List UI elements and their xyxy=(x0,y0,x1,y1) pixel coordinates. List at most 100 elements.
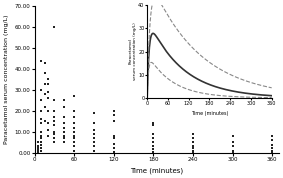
Point xyxy=(72,126,76,129)
Point xyxy=(52,99,57,102)
Point xyxy=(92,137,96,139)
Point xyxy=(92,111,96,114)
Point xyxy=(39,149,44,152)
Point xyxy=(39,59,44,62)
Point xyxy=(270,149,275,152)
Point xyxy=(191,145,195,148)
Point xyxy=(39,118,44,121)
Point xyxy=(46,128,50,131)
Point xyxy=(92,132,96,135)
Point xyxy=(230,145,235,148)
Point xyxy=(62,134,67,137)
Point xyxy=(39,141,44,144)
Point xyxy=(42,105,47,108)
Point xyxy=(151,150,156,153)
Point xyxy=(72,145,76,148)
Point xyxy=(112,150,116,153)
Point xyxy=(92,141,96,144)
Point xyxy=(39,122,44,125)
Point xyxy=(52,120,57,123)
Point xyxy=(151,124,156,127)
Point xyxy=(112,134,116,137)
Point xyxy=(191,141,195,144)
Point xyxy=(62,122,67,125)
Point xyxy=(151,122,156,125)
Point xyxy=(72,141,76,144)
Point xyxy=(151,137,156,139)
X-axis label: Time (minutes): Time (minutes) xyxy=(191,111,228,116)
Point xyxy=(52,26,57,28)
Point xyxy=(72,149,76,152)
Point xyxy=(230,134,235,137)
Y-axis label: Paracetamol serum concentration (mg/L): Paracetamol serum concentration (mg/L) xyxy=(4,15,9,144)
Point xyxy=(191,149,195,152)
Point xyxy=(151,141,156,144)
Point xyxy=(151,132,156,135)
Point xyxy=(42,72,47,75)
Point xyxy=(191,147,195,150)
Point xyxy=(39,88,44,91)
Point xyxy=(112,120,116,123)
Point xyxy=(62,105,67,108)
Point xyxy=(36,149,40,152)
Point xyxy=(270,134,275,137)
Point xyxy=(39,134,44,137)
Point xyxy=(36,150,40,153)
Point xyxy=(52,137,57,139)
Point xyxy=(72,134,76,137)
Point xyxy=(230,149,235,152)
Point xyxy=(36,141,40,144)
Point xyxy=(46,78,50,81)
Point xyxy=(92,149,96,152)
Point xyxy=(112,137,116,139)
Point xyxy=(72,116,76,119)
Point xyxy=(72,109,76,112)
Point xyxy=(52,132,57,135)
Point xyxy=(39,147,44,150)
Point xyxy=(42,82,47,85)
Point xyxy=(112,114,116,116)
Point xyxy=(92,122,96,125)
Point xyxy=(46,109,50,112)
Point xyxy=(230,150,235,153)
Point xyxy=(39,144,44,147)
Point xyxy=(52,109,57,112)
Point xyxy=(42,61,47,64)
Point xyxy=(72,122,76,125)
Point xyxy=(52,130,57,133)
Point xyxy=(62,130,67,133)
Point xyxy=(52,116,57,119)
Point xyxy=(92,128,96,131)
Point xyxy=(230,141,235,144)
Point xyxy=(112,143,116,146)
Point xyxy=(62,99,67,102)
Point xyxy=(62,137,67,139)
Point xyxy=(270,139,275,142)
Point xyxy=(72,95,76,98)
Y-axis label: Paracetamol
serum concentration (mg/L): Paracetamol serum concentration (mg/L) xyxy=(128,23,137,80)
Point xyxy=(39,99,44,102)
Point xyxy=(62,116,67,119)
Point xyxy=(52,141,57,144)
Point xyxy=(72,130,76,133)
Point xyxy=(92,145,96,148)
Point xyxy=(39,130,44,133)
Point xyxy=(62,141,67,144)
Point xyxy=(191,132,195,135)
Point xyxy=(270,147,275,150)
Point xyxy=(62,126,67,129)
Point xyxy=(46,134,50,137)
Point xyxy=(39,137,44,139)
Point xyxy=(39,109,44,112)
Point xyxy=(36,148,40,151)
Point xyxy=(112,109,116,112)
Point xyxy=(46,91,50,93)
Point xyxy=(46,122,50,125)
Point xyxy=(36,147,40,150)
Point xyxy=(36,145,40,148)
Point xyxy=(151,122,156,125)
X-axis label: Time (minutes): Time (minutes) xyxy=(130,167,183,174)
Point xyxy=(42,120,47,123)
Point xyxy=(72,137,76,139)
Point xyxy=(151,145,156,148)
